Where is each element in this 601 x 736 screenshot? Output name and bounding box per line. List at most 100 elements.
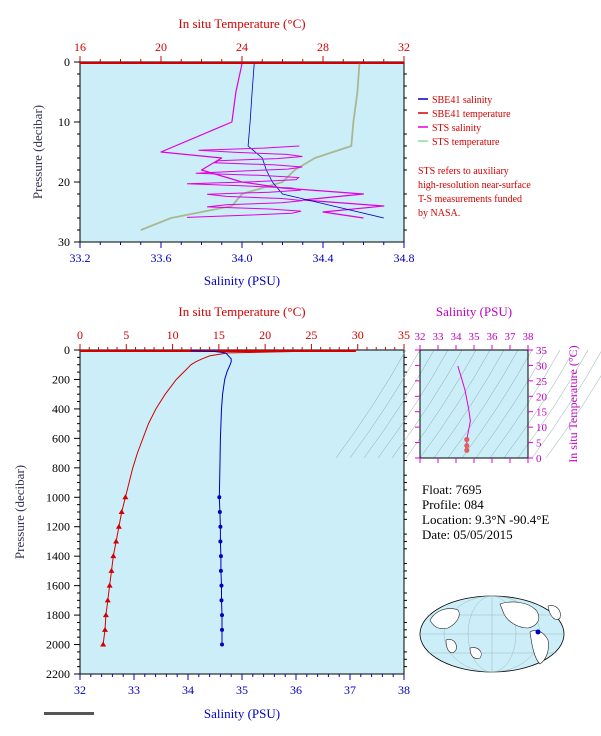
bottom-pressure-ticks: 0 200 400 600 800 1000 1200 1400 1600 1800 2000 220… [46,343,407,681]
profile-number: Profile: 084 [422,497,484,512]
ts-temp-tick-label: 0 [536,453,542,465]
ts-temp-axis-label: In situ Temperature (°C) [566,345,580,462]
top-panel: In situ Temperature (°C) 16 20 24 28 32 Sali… [30,16,531,288]
bottom-temp-tick-label: 20 [259,328,271,342]
ts-temp-tick-label: 15 [536,407,548,419]
ts-profile-marker [464,443,470,449]
top-temp-axis-label: In situ Temperature (°C) [178,16,305,31]
bottom-pressure-tick-label: 1400 [46,549,70,563]
ts-temp-tick-label: 20 [536,391,548,403]
bottom-plot-area [80,350,404,674]
map-land [429,601,561,665]
ts-density-contour [545,375,601,459]
top-temp-tick-label: 24 [236,40,248,54]
bottom-series [80,350,356,647]
bottom-sal-tick-label: 38 [398,683,410,697]
ts-density-contour [433,349,505,459]
sts-note-line: T-S measurements funded [418,194,522,205]
bottom-pressure-tick-label: 2000 [46,638,70,652]
ts-temp-tick-label: 10 [536,422,548,434]
bottom-temp-tick-label: 5 [123,328,129,342]
footer-stamp [44,712,94,715]
top-temp-tick-label: 32 [398,40,410,54]
bottom-temp-tick-label: 35 [398,328,410,342]
bottom-sal-axis-label: Salinity (PSU) [204,706,280,721]
top-series [80,62,404,231]
top-sts-salinity-detail [186,145,303,218]
bottom-panel: In situ Temperature (°C) 0 5 10 15 20 25 30 35 … [12,304,410,721]
ts-temp-tick-label: 35 [536,345,548,357]
bottom-temperature-marker [102,612,109,618]
legend: SBE41 salinity SBE41 temperature STS salin… [418,95,511,148]
bottom-pressure-tick-label: 1600 [46,579,70,593]
bottom-salinity-marker [218,524,223,529]
float-id: Float: 7695 [422,482,482,497]
bottom-salinity-marker [217,510,222,514]
bottom-temperature-marker [122,494,129,500]
top-pressure-tick-label: 0 [64,55,70,69]
top-temp-ticks: 16 20 24 28 32 [74,40,410,62]
bottom-temperature-marker [118,509,125,514]
bottom-salinity-marker [220,613,225,618]
top-sal-axis-label: Salinity (PSU) [204,273,280,288]
bottom-temp-tick-label: 30 [352,328,364,342]
ts-density-contour [349,349,421,459]
ts-density-contour [517,349,589,459]
ts-sal-tick-label: 32 [415,331,426,343]
ts-sal-tick-label: 33 [433,331,445,343]
top-sal-tick-label: 34.8 [394,251,415,265]
ts-density-contour [391,349,463,459]
legend-label: SBE41 temperature [432,109,511,120]
ts-sal-axis-label: Salinity (PSU) [436,304,512,319]
bottom-pressure-tick-label: 1200 [46,520,70,534]
bottom-sal-ticks: 32 33 34 35 36 37 38 [74,674,410,697]
bottom-pressure-tick-label: 200 [52,372,70,386]
bottom-salinity-marker [218,554,223,559]
ts-density-contour [335,349,407,459]
sts-note-line: STS refers to auxiliary [418,166,509,177]
ts-temp-tick-label: 30 [536,360,548,372]
ts-density-contour [503,349,575,459]
bottom-temperature-marker [115,523,122,529]
top-sal-ticks: 33.2 33.6 34.0 34.4 34.8 [70,242,415,265]
ts-temp-tick-label: 25 [536,376,548,388]
ts-profile-marker [464,436,470,443]
ts-density-contours [335,349,601,459]
bottom-salinity-line [190,350,232,645]
bottom-pressure-tick-label: 1800 [46,608,70,622]
bottom-pressure-tick-label: 1000 [46,490,70,504]
bottom-salinity-marker [220,642,225,647]
bottom-pressure-tick-label: 400 [52,402,70,416]
ts-sal-ticks: 32 33 34 35 36 37 38 [415,331,534,463]
bottom-pressure-tick-label: 2200 [46,667,70,681]
bottom-salinity-marker [218,568,223,573]
top-sts-temperature-line [140,63,361,231]
world-map [419,595,565,673]
sts-note: STS refers to auxiliary high-resolution … [418,166,531,219]
footer-stamp-mark [44,712,94,715]
bottom-sal-tick-label: 34 [182,683,194,697]
top-pressure-tick-label: 10 [58,115,70,129]
bottom-sal-tick-label: 32 [74,683,86,697]
top-sal-tick-label: 34.4 [313,251,334,265]
ts-density-contour [363,349,435,459]
ts-density-contour [531,351,601,459]
top-pressure-axis-label: Pressure (decibar) [30,105,45,199]
location: Location: 9.3°N -90.4°E [422,512,549,527]
bottom-temperature-marker [113,538,120,544]
float-info: Float: 7695 Profile: 084 Location: 9.3°N… [422,482,549,542]
bottom-temp-tick-label: 25 [305,328,317,342]
bottom-temp-tick-label: 10 [167,328,179,342]
bottom-temperature-marker [100,641,107,647]
bottom-salinity-marker [219,598,224,603]
ts-density-contour [419,349,491,459]
bottom-temperature-marker [110,553,117,559]
bottom-sal-tick-label: 37 [344,683,356,697]
legend-label: STS temperature [432,137,500,148]
top-sbe41-salinity-line [247,63,384,219]
bottom-sal-tick-label: 33 [128,683,140,697]
ts-density-contour [377,349,449,459]
legend-label: SBE41 salinity [432,95,492,106]
bottom-temperature-line [102,350,356,645]
